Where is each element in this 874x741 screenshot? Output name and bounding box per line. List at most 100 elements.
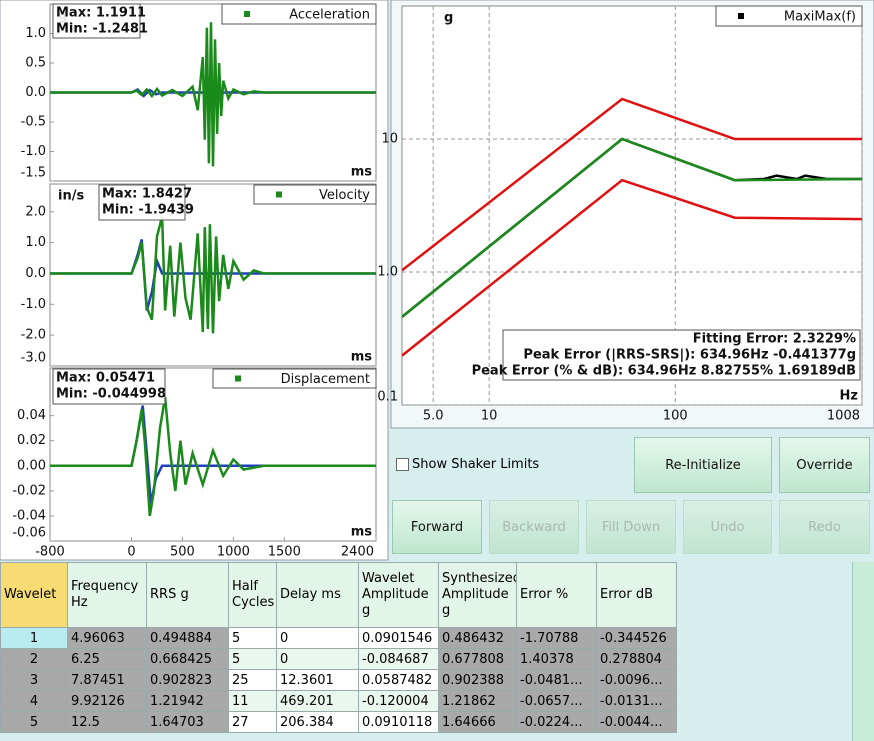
checkbox[interactable]: Show Shaker Limits: [396, 457, 539, 472]
header-filler: [676, 562, 853, 628]
table-cell[interactable]: -0.0096...: [596, 669, 677, 691]
button[interactable]: Redo: [779, 500, 870, 554]
series-line: [50, 22, 376, 167]
y-tick-label: 0.1: [377, 390, 398, 405]
column-header[interactable]: Error %: [516, 562, 597, 628]
column-header[interactable]: Frequency Hz: [67, 562, 147, 628]
table-cell[interactable]: 5: [228, 648, 277, 670]
column-header[interactable]: Half Cycles: [228, 562, 277, 628]
table-cell[interactable]: -0.344526: [596, 627, 677, 649]
table-cell[interactable]: -0.084687: [358, 648, 439, 670]
table-cell[interactable]: 0.677808: [438, 648, 517, 670]
table-cell[interactable]: 6.25: [67, 648, 147, 670]
legend-box: [212, 368, 377, 389]
table-cell[interactable]: 27: [228, 711, 277, 733]
x-tick-label: 5.0: [423, 409, 444, 424]
x-tick-label: 1500: [268, 545, 301, 560]
y-tick-label: 0.0: [25, 266, 46, 281]
stats-box: [98, 184, 186, 221]
table-cell[interactable]: -0.0131...: [596, 690, 677, 712]
x-axis-label: Hz: [840, 389, 858, 404]
table-cell[interactable]: 1.21862: [438, 690, 517, 712]
table-cell[interactable]: 0.0901546: [358, 627, 439, 649]
button[interactable]: Re-Initialize: [634, 437, 772, 493]
column-header[interactable]: RRS g: [146, 562, 229, 628]
table-cell[interactable]: 0.486432: [438, 627, 517, 649]
row-filler: [676, 711, 853, 733]
x-tick-label: -800: [35, 545, 65, 560]
table-cell[interactable]: 1.64666: [438, 711, 517, 733]
table-cell[interactable]: 0.494884: [146, 627, 229, 649]
y-tick-label: 0.02: [17, 433, 46, 448]
annotation: Fitting Error: 2.3229%: [693, 332, 856, 347]
stats-box: [52, 368, 166, 405]
column-header[interactable]: Delay ms: [276, 562, 359, 628]
table-cell[interactable]: 2: [0, 648, 68, 670]
column-header[interactable]: Error dB: [596, 562, 677, 628]
table-cell[interactable]: 0: [276, 627, 359, 649]
row-filler: [676, 690, 853, 712]
button[interactable]: Fill Down: [586, 500, 676, 554]
legend-box: [715, 5, 863, 27]
annotation: Max: 0.05471: [56, 371, 155, 386]
y-tick-label: 0.0: [25, 85, 46, 100]
button[interactable]: Undo: [683, 500, 772, 554]
table-cell[interactable]: 11: [228, 690, 277, 712]
table-cell[interactable]: 0.902823: [146, 669, 229, 691]
table-cell[interactable]: 25: [228, 669, 277, 691]
legend-label: MaxiMax(f): [784, 10, 856, 25]
table-cell[interactable]: 0.668425: [146, 648, 229, 670]
table-cell[interactable]: 4: [0, 690, 68, 712]
table-cell[interactable]: 0.0910118: [358, 711, 439, 733]
table-cell[interactable]: 12.5: [67, 711, 147, 733]
annotation: Min: -1.2481: [56, 22, 148, 37]
wavelet-table: Wavelet Frequency Hz RRS g Half Cycles Delay…: [0, 562, 853, 733]
table-cell[interactable]: 5: [228, 627, 277, 649]
series-line: [402, 178, 862, 357]
x-axis-label: ms: [351, 350, 373, 365]
y-tick-label: -1.5: [21, 166, 46, 181]
row-filler: [676, 648, 853, 670]
table-cell[interactable]: 1.21942: [146, 690, 229, 712]
table-cell[interactable]: 1: [0, 627, 68, 649]
y-axis-label: in/s: [58, 189, 84, 204]
table-cell[interactable]: 3: [0, 669, 68, 691]
button[interactable]: Backward: [489, 500, 579, 554]
table-cell[interactable]: 5: [0, 711, 68, 733]
table-cell[interactable]: 206.384: [276, 711, 359, 733]
column-header[interactable]: Wavelet: [0, 562, 68, 628]
table-cell[interactable]: 1.64703: [146, 711, 229, 733]
table-cell[interactable]: 0: [276, 648, 359, 670]
checkbox-label: Show Shaker Limits: [412, 457, 540, 472]
y-tick-label: -2.0: [21, 328, 46, 343]
table-cell[interactable]: -0.0044...: [596, 711, 677, 733]
annotation: Max: 1.1911: [56, 6, 146, 21]
table-cell[interactable]: -1.70788: [516, 627, 597, 649]
table-cell[interactable]: 0.278804: [596, 648, 677, 670]
column-header[interactable]: Wavelet Amplitude g: [358, 562, 439, 628]
stats-box: [502, 329, 861, 381]
table-cell[interactable]: 1.40378: [516, 648, 597, 670]
table-cell[interactable]: 0.0587482: [358, 669, 439, 691]
table-cell[interactable]: -0.0657...: [516, 690, 597, 712]
x-axis-label: ms: [351, 165, 373, 180]
table-cell[interactable]: 4.96063: [67, 627, 147, 649]
table-cell[interactable]: 7.87451: [67, 669, 147, 691]
checkbox-box[interactable]: [396, 458, 409, 471]
table-cell[interactable]: -0.0481...: [516, 669, 597, 691]
table-cell[interactable]: -0.0224...: [516, 711, 597, 733]
scrollbar[interactable]: [852, 562, 874, 741]
table-cell[interactable]: 469.201: [276, 690, 359, 712]
table-cell[interactable]: 12.3601: [276, 669, 359, 691]
y-tick-label: -0.5: [21, 115, 46, 130]
x-tick-label: 2400: [341, 545, 374, 560]
button[interactable]: Override: [779, 437, 870, 493]
legend-box: [221, 3, 377, 25]
button[interactable]: Forward: [392, 500, 482, 554]
table-cell[interactable]: -0.120004: [358, 690, 439, 712]
table-cell[interactable]: 9.92126: [67, 690, 147, 712]
y-tick-label: -0.06: [12, 526, 46, 541]
table-cell[interactable]: 0.902388: [438, 669, 517, 691]
column-header[interactable]: Synthesized Amplitude g: [438, 562, 517, 628]
